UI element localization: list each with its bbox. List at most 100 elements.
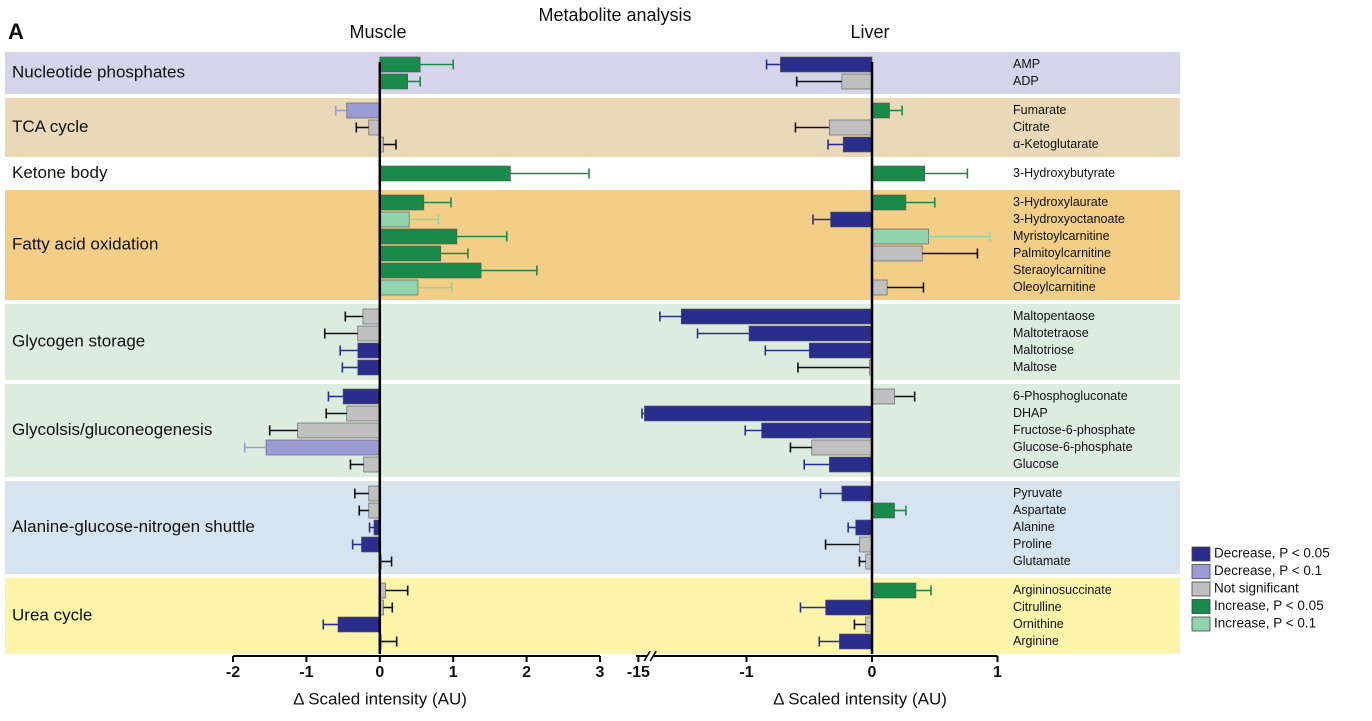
legend-label: Decrease, P < 0.05 <box>1214 546 1330 561</box>
error-bar <box>243 442 267 453</box>
error-bar <box>794 122 830 133</box>
group-label: Glycolsis/gluconeogenesis <box>12 420 212 439</box>
error-bar <box>928 231 991 242</box>
bar <box>265 439 381 456</box>
error-bar <box>894 391 916 402</box>
metabolite-label: Citrulline <box>1013 600 1062 614</box>
bar <box>346 102 381 119</box>
error-bar <box>510 168 590 179</box>
error-bar <box>409 214 440 225</box>
bar <box>871 194 907 211</box>
bar <box>829 119 873 136</box>
error-bar <box>481 265 538 276</box>
error-bar <box>847 522 856 533</box>
error-bar <box>924 168 969 179</box>
error-bar <box>641 408 645 419</box>
group-band <box>5 304 1180 380</box>
bar <box>357 359 381 376</box>
bar <box>379 245 442 262</box>
error-bar <box>423 197 452 208</box>
bar <box>342 388 381 405</box>
error-bar <box>765 59 781 70</box>
error-bar <box>889 105 903 116</box>
panel-title: Liver <box>850 22 889 42</box>
bar <box>379 262 482 279</box>
metabolite-label: 6-Phosphogluconate <box>1013 389 1128 403</box>
bar <box>361 536 381 553</box>
error-bar <box>351 539 362 550</box>
error-bar <box>420 59 455 70</box>
x-tick-label: 1 <box>993 664 1002 681</box>
bar <box>368 485 381 502</box>
metabolite-label: AMP <box>1013 57 1040 71</box>
bar <box>839 633 873 650</box>
group-label: Ketone body <box>12 163 108 182</box>
error-bar <box>456 231 508 242</box>
error-bar <box>812 214 831 225</box>
bar <box>337 616 381 633</box>
x-tick-label: -2 <box>226 664 240 681</box>
group-band <box>5 52 1180 94</box>
metabolite-label: Glutamate <box>1013 554 1071 568</box>
bar <box>871 502 895 519</box>
bar <box>362 308 381 325</box>
panel-label: A <box>8 19 24 44</box>
metabolite-label: 3-Hydroxylaurate <box>1013 195 1108 209</box>
metabolite-label: Aspartate <box>1013 503 1067 517</box>
error-bar <box>327 391 344 402</box>
metabolite-label: 3-Hydroxyoctanoate <box>1013 212 1125 226</box>
error-bar <box>797 362 870 373</box>
bar <box>808 342 873 359</box>
x-tick-label: 1 <box>449 664 458 681</box>
error-bar <box>354 488 369 499</box>
figure-title: Metabolite analysis <box>538 5 691 25</box>
bar <box>357 325 381 342</box>
bar <box>379 73 408 90</box>
metabolite-label: 3-Hydroxybutyrate <box>1013 166 1115 180</box>
legend-label: Increase, P < 0.05 <box>1214 598 1324 613</box>
error-bar <box>789 442 812 453</box>
bar <box>842 136 873 153</box>
error-bar <box>349 459 364 470</box>
metabolite-label: ADP <box>1013 74 1039 88</box>
metabolite-label: Steraoylcarnitine <box>1013 263 1106 277</box>
group-band <box>5 384 1180 477</box>
error-bar <box>323 328 358 339</box>
axis-break-mark <box>643 650 651 662</box>
legend-swatch <box>1191 581 1211 597</box>
metabolite-label: Ornithine <box>1013 617 1064 631</box>
error-bar <box>799 602 826 613</box>
bar <box>871 245 923 262</box>
metabolite-label: Fumarate <box>1013 103 1067 117</box>
metabolite-label: α-Ketoglutarate <box>1013 137 1099 151</box>
group-band <box>5 190 1180 300</box>
bar <box>761 422 873 439</box>
error-bar <box>407 76 421 87</box>
bar <box>811 439 873 456</box>
axis-break-gap <box>647 653 654 659</box>
error-bar <box>764 345 810 356</box>
metabolite-label: Myristoylcarnitine <box>1013 229 1110 243</box>
error-bar <box>339 345 358 356</box>
legend-swatch <box>1191 599 1211 614</box>
bar <box>871 388 895 405</box>
metabolite-label: Proline <box>1013 537 1052 551</box>
x-tick-label: -1 <box>299 664 313 681</box>
x-tick-label: 0 <box>375 664 384 681</box>
bar <box>841 485 873 502</box>
metabolite-label: Glucose-6-phosphate <box>1013 440 1133 454</box>
bar <box>379 228 458 245</box>
bar <box>748 325 873 342</box>
legend-swatch <box>1191 564 1211 579</box>
bar <box>379 194 425 211</box>
error-bar <box>827 139 844 150</box>
bar <box>871 102 890 119</box>
x-tick-label: 0 <box>868 664 877 681</box>
error-bar <box>803 459 830 470</box>
group-label: TCA cycle <box>12 117 89 136</box>
error-bar <box>696 328 750 339</box>
x-axis-label: Δ Scaled intensity (AU) <box>293 689 467 708</box>
bar <box>644 405 873 422</box>
legend-swatch <box>1191 616 1211 632</box>
metabolite-label: Arginine <box>1013 634 1059 648</box>
